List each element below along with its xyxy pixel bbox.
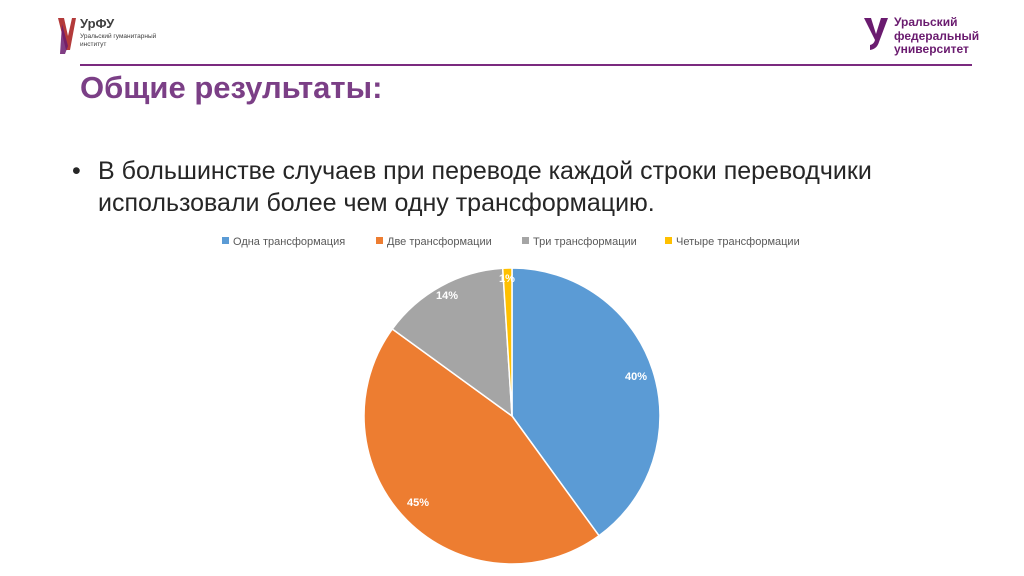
legend-swatch: [665, 237, 672, 244]
university-name-line-3: университет: [894, 42, 969, 56]
pie-data-label: 40%: [625, 371, 647, 383]
legend-swatch: [376, 237, 383, 244]
legend-label: Две трансформации: [387, 236, 492, 248]
legend-label: Три трансформации: [533, 236, 637, 248]
bullet-dot-icon: •: [72, 157, 81, 185]
urfu-university-logo: Уральский федеральный университет: [862, 14, 992, 58]
legend-swatch: [222, 237, 229, 244]
pie-data-label: 14%: [436, 290, 458, 302]
urfu-emblem-icon: [58, 18, 76, 54]
urfu-brand-text: УрФУ: [80, 16, 115, 31]
legend-label: Четыре трансформации: [676, 236, 800, 248]
bullet-text: В большинстве случаев при переводе каждо…: [98, 157, 872, 217]
legend-label: Одна трансформация: [233, 236, 346, 248]
pie-slice-three: [391, 267, 513, 418]
legend-item-two: Две трансформации: [376, 236, 492, 248]
pie-slice-two: [363, 327, 601, 565]
university-name: Уральский федеральный университет: [894, 15, 980, 57]
university-name-line-2: федеральный: [894, 28, 980, 43]
university-name-line-1: Уральский: [894, 15, 958, 29]
header-divider: [80, 64, 972, 66]
legend-item-one: Одна трансформация: [222, 236, 345, 248]
slide-title: Общие результаты:: [80, 70, 383, 105]
legend-item-three: Три трансформации: [522, 236, 637, 248]
institute-name: Уральский гуманитарный институт: [80, 33, 157, 48]
pie-data-label: 1%: [499, 273, 515, 285]
legend-item-four: Четыре трансформации: [665, 236, 800, 248]
urfu-y-emblem-icon: [864, 18, 888, 50]
pie-data-label: 45%: [407, 497, 429, 509]
pie-slice-four: [501, 267, 513, 417]
chart-legend: Одна трансформация Две трансформации Три…: [0, 236, 1024, 252]
legend-swatch: [522, 237, 529, 244]
urfu-humanities-logo: УрФУ Уральский гуманитарный институт: [56, 16, 156, 60]
pie-slice-one: [511, 267, 661, 537]
